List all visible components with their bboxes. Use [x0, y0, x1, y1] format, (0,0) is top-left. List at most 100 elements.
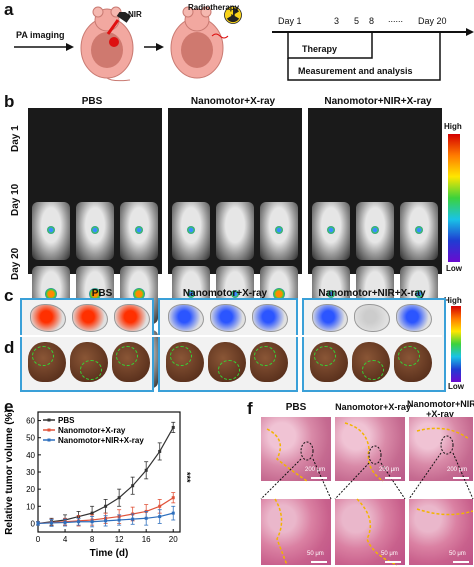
group-header-nanomotor-nir-xray: Nanomotor+NIR+X-ray: [324, 96, 432, 107]
x-tick-label: 20: [169, 535, 178, 544]
x-tick-label: 8: [90, 535, 95, 544]
y-tick-label: 50: [26, 434, 35, 443]
legend-label: Nanomotor+NIR+X-ray: [58, 436, 144, 445]
scalebar-top-nanomotor-xray: [385, 477, 401, 479]
scalebar-top-label-nanomotor-nir-xray: 200 μm: [447, 467, 468, 473]
histology-annotations: [260, 422, 474, 566]
bioluminescence-signal: [371, 226, 379, 234]
scalebar-top-label-nanomotor-xray: 200 μm: [379, 467, 400, 473]
x-tick-label: 4: [63, 535, 68, 544]
group-header-nanomotor-xray: Nanomotor+X-ray: [190, 96, 276, 107]
timeline-day-5: 5: [354, 16, 360, 26]
tumor-nodule-circle: [170, 346, 192, 366]
colorbar-c-high-label: High: [444, 296, 462, 305]
bioluminescence-signal: [187, 290, 195, 298]
data-point: [171, 496, 175, 500]
histology-header-pbs: PBS: [285, 402, 307, 413]
mouse-illustration-1: [80, 6, 134, 82]
bioluminescence-signal: [135, 226, 143, 234]
bioluminescence-signal: [231, 290, 239, 298]
data-point: [158, 515, 162, 519]
timeline-diagram: [272, 28, 474, 81]
group-header-c-nanomotor-xray: Nanomotor+X-ray: [182, 288, 268, 299]
scalebar-bottom-nanomotor-xray: [385, 561, 401, 563]
data-point: [131, 517, 135, 521]
histology-low-mag-pbs: [261, 417, 331, 481]
timeline-day-3: 3: [334, 16, 340, 26]
bioluminescence-signal: [275, 226, 283, 234]
data-point: [171, 511, 175, 515]
excised-tumor-fluorescence: [210, 304, 246, 332]
timeline-day-1: Day 1: [278, 16, 302, 26]
legend-marker: [47, 438, 51, 442]
group-header-c-nanomotor-nir-xray: Nanomotor+NIR+X-ray: [318, 288, 426, 299]
legend-marker: [47, 428, 51, 432]
tumor-volume-chart: 0 4 8 12 16 20 0 10 20 30 40 50 60 Time (d) Relative t…: [4, 409, 192, 559]
bioluminescence-signal: [273, 288, 285, 300]
bioluminescence-signal: [89, 288, 101, 300]
tumor-nodule-circle: [218, 360, 240, 380]
panel-label-b: b: [4, 92, 15, 111]
tumor-nodule-circle: [254, 346, 276, 366]
scalebar-top-pbs: [311, 477, 327, 479]
colorbar-b: [448, 134, 460, 262]
colorbar-c-low-label: Low: [448, 382, 464, 391]
bioluminescence-signal: [133, 288, 145, 300]
y-tick-label: 40: [26, 451, 35, 460]
panel-c: PBS Nanomotor+X-ray Nanomotor+NIR+X-ray …: [0, 286, 474, 391]
tumor-nodule-circle: [362, 360, 384, 380]
bioluminescence-signal: [91, 226, 99, 234]
y-tick-label: 10: [26, 502, 35, 511]
bioluminescence-signal: [47, 226, 55, 234]
data-point: [36, 521, 40, 525]
y-tick-label: 0: [31, 519, 36, 528]
timeline-day-8: 8: [369, 16, 375, 26]
histology-header-xray: +X-ray: [426, 409, 454, 419]
data-point: [90, 520, 94, 524]
therapy-label: Therapy: [302, 44, 338, 54]
x-tick-label: 12: [115, 535, 124, 544]
colorbar-c: [451, 306, 461, 382]
excised-tumor-fluorescence: [114, 304, 150, 332]
measurement-label: Measurement and analysis: [298, 66, 413, 76]
panel-label-c: c: [4, 286, 14, 305]
timeline-ellipsis: ......: [388, 14, 404, 24]
nir-label: NIR: [128, 10, 142, 19]
excised-tumor-fluorescence: [168, 304, 204, 332]
histology-header-nanomotor-nir: Nanomotor+NIR: [407, 399, 474, 409]
colorbar-high-label: High: [444, 122, 462, 131]
timeline-day-20: Day 20: [418, 16, 447, 26]
row-label-day20: Day 20: [10, 247, 21, 280]
panel-b: PBS Nanomotor+X-ray Nanomotor+NIR+X-ray …: [0, 92, 474, 388]
data-point: [158, 504, 162, 508]
data-point: [131, 484, 135, 488]
scalebar-top-label-pbs: 200 μm: [305, 467, 326, 473]
colorbar-low-label: Low: [446, 264, 462, 273]
data-point: [171, 425, 175, 429]
nir-laser-icon: [106, 12, 132, 35]
scalebar-bottom-label-pbs: 50 μm: [307, 551, 324, 557]
mouse-image: [216, 202, 254, 260]
histology-low-mag-nanomotor-nir-xray: [409, 417, 473, 481]
data-point: [144, 468, 148, 472]
panel-f: PBS Nanomotor+X-ray Nanomotor+NIR +X-ray…: [247, 399, 474, 567]
mouse-illustration-2: [170, 6, 229, 79]
data-point: [144, 516, 148, 520]
data-point: [117, 496, 121, 500]
tumor-nodule-circle: [32, 346, 54, 366]
panel-label-a: a: [4, 0, 14, 19]
data-point: [117, 518, 121, 522]
organ-divider: [20, 335, 442, 337]
panel-label-d: d: [4, 338, 15, 357]
group-header-pbs: PBS: [81, 96, 103, 107]
scalebar-bottom-pbs: [311, 561, 327, 563]
bioluminescence-signal: [327, 290, 335, 298]
data-point: [158, 449, 162, 453]
y-tick-label: 60: [26, 417, 35, 426]
arrow-icon: [144, 43, 164, 51]
panel-a: PA imaging NIR Radiotherapy: [0, 0, 474, 90]
excised-tumor-fluorescence: [72, 304, 108, 332]
data-point: [104, 504, 108, 508]
data-point: [104, 519, 108, 523]
x-axis-label: Time (d): [90, 548, 129, 559]
